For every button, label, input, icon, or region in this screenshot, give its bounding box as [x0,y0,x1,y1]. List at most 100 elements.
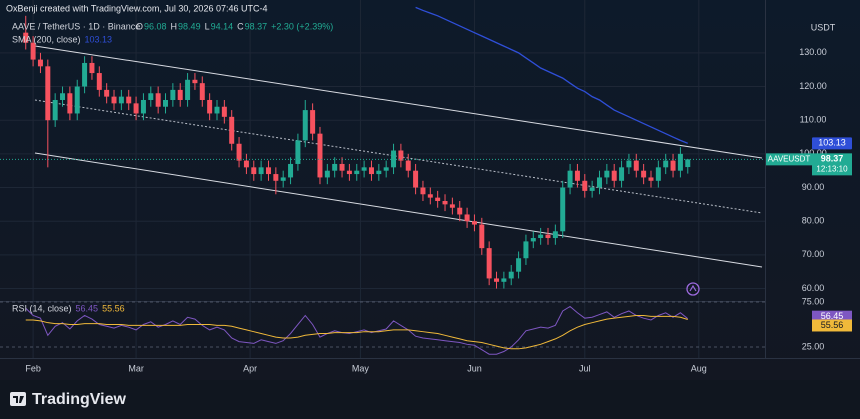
candle-body [133,103,139,114]
candle-body [413,170,419,188]
y-tick-label: 90.00 [802,182,825,192]
x-tick-label: Apr [243,363,257,373]
candle-body [30,42,36,60]
candle-body [626,160,632,168]
candle-body [295,140,301,164]
symbol-title: AAVE / TetherUS · 1D · Binance [12,21,140,31]
candle-body [67,93,73,114]
candle-body [23,32,29,43]
candle-body [52,99,58,121]
candle-body [302,110,308,141]
last-price-tag-label: 98.37 [821,154,844,164]
candle-body [199,83,205,100]
candle-body [501,278,507,282]
channel-upper [34,45,763,159]
candle-body [420,187,426,195]
candle-body [60,93,66,100]
rsi-value-tag [812,319,852,332]
rsi-legend: RSI (14, close) [12,303,72,313]
candle-body [538,234,544,239]
candle-body [177,89,183,100]
y-tick-label: 130.00 [799,47,827,57]
candle-body [82,62,88,87]
candle-body [354,170,360,175]
ohlc-legend-item: 96.08 [144,21,167,31]
candle-body [236,143,242,161]
event-icon[interactable] [686,282,700,296]
rsi-line [25,305,689,355]
candle-body [655,167,661,181]
axis-unit: USDT [811,22,836,32]
logo-glyph [13,396,24,403]
candle-body [596,177,602,188]
channel [34,45,763,268]
candle-body [464,214,470,222]
overlay-price-tag-label: 103.13 [818,138,846,148]
footer-logo: TradingView [10,391,127,408]
rsi-tick-label: 75.00 [802,296,825,306]
event-icon-mark [689,284,697,292]
candle-body [383,167,389,171]
candle-body [611,170,617,181]
candle-body [486,248,492,279]
candle-body [405,160,411,171]
candle-body [677,153,683,171]
x-tick-label: Aug [691,363,707,373]
candle-body [104,89,110,97]
candle-body [45,66,51,121]
candle-body [574,170,580,181]
rsi-legend-value: 56.45 [76,303,99,313]
rsi-plot [0,301,765,355]
ohlc-legend-item: L [205,21,210,31]
candle-body [170,89,176,100]
candle-body [339,163,345,171]
candle-body [582,180,588,191]
candle-body [449,204,455,208]
candle-body [332,163,338,171]
candle-body [251,167,257,175]
candle-body [310,110,316,134]
price-plot [0,6,765,289]
candle-body [560,187,566,232]
candle-body [670,160,676,171]
candle-body [530,238,536,242]
candle-body [324,170,330,178]
overlay-price-tag [812,137,852,150]
candle-body [280,177,286,181]
candle-body [346,170,352,175]
candle-body [685,159,691,168]
candle-body [163,99,169,107]
ohlc-legend-item: O [136,21,143,31]
countdown-label: 12:13:10 [816,164,848,173]
pane-separator [0,301,765,302]
candle-body [265,167,271,175]
candle-body [633,160,639,171]
candle-body [214,106,220,114]
x-tick-label: Jul [579,363,591,373]
candle-body [185,79,191,100]
candle-body [508,271,514,279]
candle-body [641,170,647,178]
ohlc-legend-item: 94.14 [211,21,234,31]
candle-body [89,62,95,74]
grid [0,0,765,358]
candle-body [471,221,477,225]
rsi-value-tag-label: 56.45 [821,311,844,321]
footer-bar [0,380,860,419]
labels: OxBenji created with TradingView.com, Ju… [6,3,852,373]
candle-body [376,170,382,175]
logo-text: TradingView [32,391,127,408]
candle-body [192,79,198,84]
x-tick-label: May [352,363,370,373]
symbol-tag-label: AAVEUSDT [768,154,811,163]
candle-body [140,99,146,114]
overlay-legend-value: 103.13 [85,34,113,44]
candle-body [516,258,522,272]
rsi-tick-label: 25.00 [802,341,825,351]
candle-body [523,241,529,259]
rsi-legend-value: 55.56 [102,303,125,313]
candle-body [221,106,227,117]
rsi-value-tag-label: 55.56 [821,320,844,330]
sma-line [415,6,689,144]
